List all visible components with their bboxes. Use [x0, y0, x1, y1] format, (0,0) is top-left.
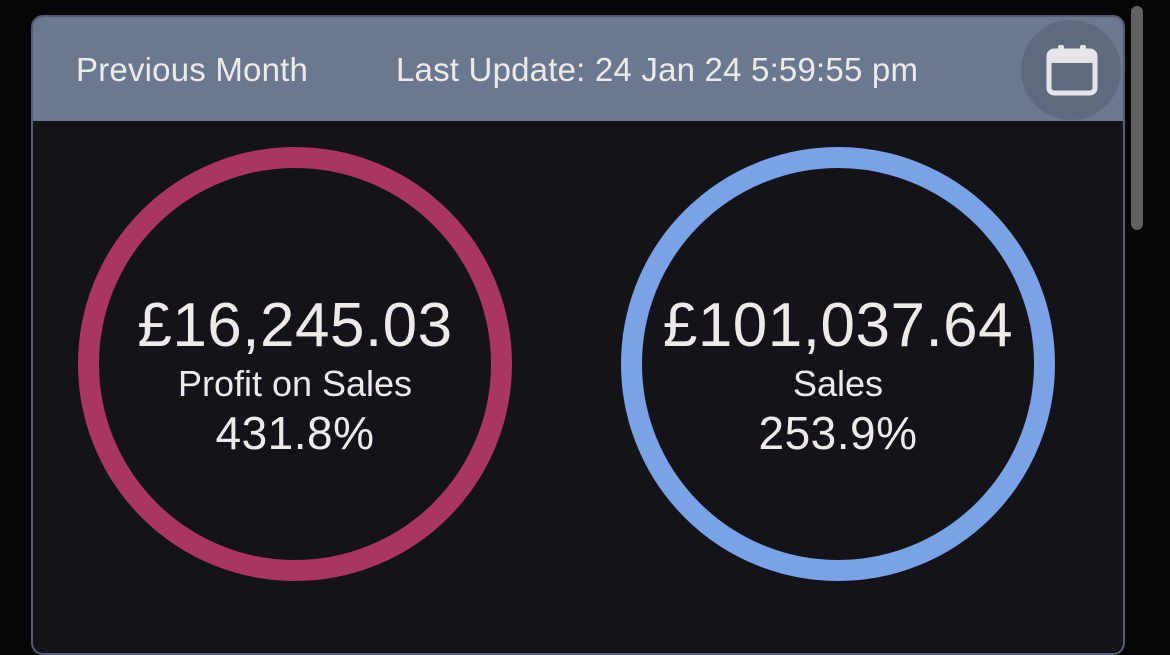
calendar-button[interactable] [1021, 20, 1121, 120]
scrollbar-thumb[interactable] [1131, 6, 1143, 230]
calendar-icon [1046, 45, 1098, 96]
last-update-label: Last Update: 24 Jan 24 5:59:55 pm [396, 51, 919, 88]
profit-metric-ring[interactable]: £16,245.03 Profit on Sales 431.8% [78, 147, 512, 581]
period-label[interactable]: Previous Month [76, 51, 309, 88]
sales-label: Sales [792, 363, 884, 404]
profit-percent: 431.8% [215, 407, 375, 459]
sales-amount: £101,037.64 [662, 291, 1014, 360]
card-header: Previous Month Last Update: 24 Jan 24 5:… [33, 17, 1123, 121]
sales-percent: 253.9% [758, 407, 918, 459]
profit-label: Profit on Sales [177, 363, 413, 404]
dashboard-card: Previous Month Last Update: 24 Jan 24 5:… [31, 15, 1125, 655]
sales-metric-ring[interactable]: £101,037.64 Sales 253.9% [621, 147, 1055, 581]
profit-amount: £16,245.03 [137, 291, 453, 360]
